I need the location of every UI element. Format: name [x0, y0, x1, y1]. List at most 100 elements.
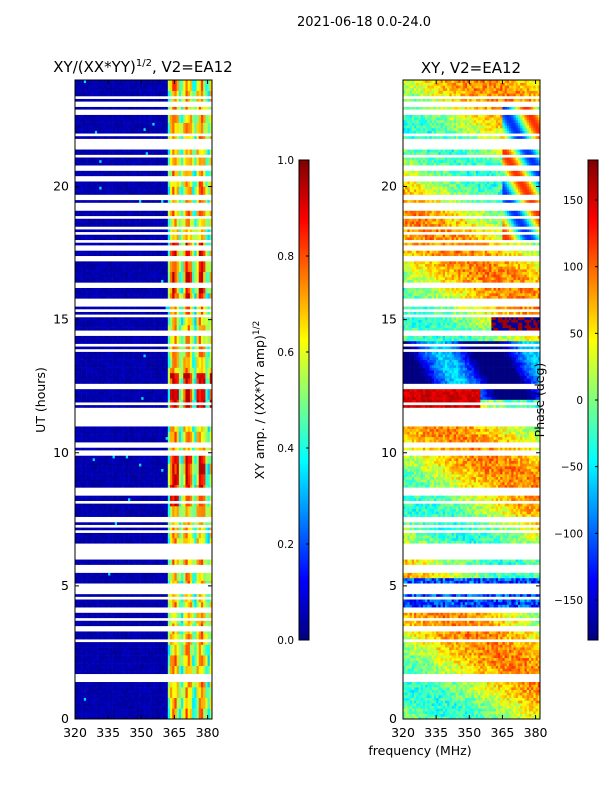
- amp-cell: [157, 615, 160, 618]
- amp-cell: [130, 602, 133, 605]
- amp-cell: [121, 708, 124, 711]
- amp-cell: [185, 429, 188, 432]
- amp-cell: [139, 458, 142, 461]
- amp-cell: [201, 426, 204, 429]
- amp-cell: [174, 559, 177, 562]
- amp-cell: [161, 650, 164, 653]
- amp-cell: [102, 658, 105, 661]
- amp-cell: [146, 541, 149, 544]
- amp-cell: [97, 533, 100, 536]
- amp-cell: [168, 692, 171, 695]
- amp-cell: [159, 647, 162, 650]
- amp-cell: [137, 602, 140, 605]
- amp-cell: [205, 647, 208, 650]
- amp-cell: [124, 652, 127, 655]
- amp-cell: [117, 711, 120, 714]
- amp-cell: [166, 431, 169, 434]
- amp-cell: [181, 671, 184, 674]
- amp-cell: [177, 714, 180, 717]
- amp-cell: [132, 466, 135, 469]
- amp-cell: [155, 581, 158, 584]
- amp-cell: [150, 692, 153, 695]
- amp-cell: [110, 602, 113, 605]
- amp-cell: [144, 658, 147, 661]
- amp-cell: [166, 498, 169, 501]
- amp-cell: [168, 485, 171, 488]
- amp-cell: [203, 498, 206, 501]
- amp-flag-row: [75, 501, 212, 504]
- amp-cell: [115, 474, 118, 477]
- amp-cell: [174, 682, 177, 685]
- amp-cell: [177, 506, 180, 509]
- amp-cell: [104, 535, 107, 538]
- amp-cell: [146, 469, 149, 472]
- amp-cell: [157, 426, 160, 429]
- amp-cell: [166, 535, 169, 538]
- amp-cell: [119, 439, 122, 442]
- amp-cell: [192, 708, 195, 711]
- amp-cell: [141, 522, 144, 525]
- amp-cell: [208, 666, 211, 669]
- amp-cell: [95, 692, 98, 695]
- amp-cell: [163, 652, 166, 655]
- amp-cell: [177, 692, 180, 695]
- amp-cell: [95, 535, 98, 538]
- amp-cell: [168, 503, 171, 506]
- amp-cell: [174, 581, 177, 584]
- amp-cell: [132, 575, 135, 578]
- amp-cell: [104, 514, 107, 517]
- amp-cell: [177, 599, 180, 602]
- amp-cell: [135, 479, 138, 482]
- amp-cell: [197, 466, 200, 469]
- amp-cell: [84, 474, 87, 477]
- amp-cell: [192, 599, 195, 602]
- amp-cell: [179, 535, 182, 538]
- amp-cell: [144, 477, 147, 480]
- amp-cell: [121, 703, 124, 706]
- amp-cell: [170, 599, 173, 602]
- amp-cell: [126, 623, 129, 626]
- amp-cell: [197, 658, 200, 661]
- amp-cell: [208, 474, 211, 477]
- amp-cell: [168, 698, 171, 701]
- amp-cell: [115, 392, 118, 395]
- amp-cell: [79, 522, 82, 525]
- amp-cell: [106, 437, 109, 440]
- amp-cell: [183, 650, 186, 653]
- amp-cell: [137, 397, 140, 400]
- amp-cell: [163, 605, 166, 608]
- amp-cell: [205, 695, 208, 698]
- amp-cell: [203, 594, 206, 597]
- amp-cell: [137, 394, 140, 397]
- amp-panel-title: XY/(XX*YY)1/2, V2=EA12: [53, 58, 232, 76]
- amp-cell: [170, 647, 173, 650]
- amp-cell: [188, 437, 191, 440]
- amp-cell: [124, 538, 127, 541]
- amp-cell: [113, 711, 116, 714]
- amp-cell: [166, 426, 169, 429]
- amp-cell: [90, 503, 93, 506]
- amp-cell: [188, 634, 191, 637]
- amp-cell: [84, 711, 87, 714]
- amp-cell: [188, 706, 191, 709]
- amp-cell: [108, 671, 111, 674]
- amp-cell: [144, 511, 147, 514]
- amp-cell: [174, 706, 177, 709]
- amp-cell: [137, 400, 140, 403]
- amp-cell: [106, 642, 109, 645]
- amp-flag-row: [75, 413, 212, 416]
- amp-cell: [119, 533, 122, 536]
- amp-cell: [208, 692, 211, 695]
- amp-cell: [144, 431, 147, 434]
- amp-cell: [84, 692, 87, 695]
- amp-cell: [113, 559, 116, 562]
- amp-cell: [113, 692, 116, 695]
- amp-cell: [188, 538, 191, 541]
- amp-cell: [185, 541, 188, 544]
- amp-cell: [177, 482, 180, 485]
- amp-cell: [77, 684, 80, 687]
- amp-cell: [102, 506, 105, 509]
- amp-cell: [77, 636, 80, 639]
- amp-cell: [99, 482, 102, 485]
- amp-cell: [126, 631, 129, 634]
